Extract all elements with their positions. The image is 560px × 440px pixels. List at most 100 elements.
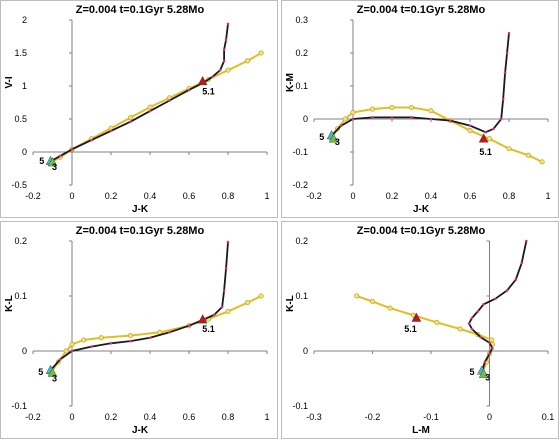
marker-green <box>47 367 58 377</box>
series-point-black <box>468 124 472 127</box>
series-point-yellow <box>526 152 532 158</box>
series-point-black <box>507 31 511 35</box>
series-point-yellow <box>350 109 356 115</box>
series-point-black <box>484 130 487 134</box>
series-point-black <box>109 129 113 133</box>
y-tick-label: 0.1 <box>295 81 308 91</box>
series-point-black <box>488 341 491 345</box>
series-point-yellow <box>98 335 104 341</box>
x-tick-label: 0 <box>69 191 74 201</box>
annotation-label: 5.1 <box>404 324 417 334</box>
x-tick-label: 0.6 <box>464 191 477 201</box>
y-tick-label: 0 <box>22 147 27 157</box>
y-axis-title: V-I <box>4 76 15 88</box>
series-point-yellow <box>245 58 251 64</box>
series-point-black <box>525 239 528 243</box>
series-point-black <box>222 289 226 292</box>
y-tick-label: 0.2 <box>14 236 27 246</box>
series-line-black <box>50 23 229 163</box>
series-line-yellow <box>356 295 494 374</box>
x-tick-label: -0.2 <box>25 412 41 422</box>
series-point-yellow <box>389 104 395 110</box>
series-point-yellow <box>258 50 264 56</box>
y-tick-label: 0 <box>303 346 308 356</box>
series-point-yellow <box>128 115 134 121</box>
x-tick-label: 1 <box>264 412 269 422</box>
series-point-yellow <box>63 348 69 354</box>
series-point-black <box>59 154 62 158</box>
series-point-black <box>492 127 495 131</box>
series-point-yellow <box>489 337 495 343</box>
series-line-black <box>468 240 528 371</box>
y-tick-label: 0.1 <box>295 291 308 301</box>
series-point-yellow <box>467 128 473 134</box>
x-tick-label: 0.6 <box>183 412 196 422</box>
series-point-black <box>148 336 152 340</box>
x-tick-label: 0 <box>487 412 492 422</box>
series-point-black <box>168 99 171 102</box>
y-axis-title: K-L <box>4 295 15 312</box>
series-point-yellow <box>487 136 493 142</box>
series-point-black <box>505 289 509 292</box>
y-tick-label: 1.5 <box>14 48 27 58</box>
series-point-black <box>211 75 214 79</box>
series-point-yellow <box>147 104 153 110</box>
series-point-black <box>129 339 132 343</box>
series-point-black <box>148 109 152 113</box>
chart-title: Z=0.004 t=0.1Gyr 5.28Mo <box>76 4 205 16</box>
series-point-black <box>70 148 74 151</box>
chart-panel-vi-jk: Z=0.004 t=0.1Gyr 5.28Mo -0.2 0 0.2 0.4 0.6 0.8… <box>0 0 278 218</box>
series-point-black <box>222 59 226 63</box>
series-point-yellow <box>387 305 393 311</box>
chart-vi-jk: Z=0.004 t=0.1Gyr 5.28Mo -0.2 0 0.2 0.4 0.6 0.8… <box>4 4 270 215</box>
series-point-black <box>494 297 497 301</box>
y-tick-label: 0.3 <box>295 15 308 25</box>
chart-title: Z=0.004 t=0.1Gyr 5.28Mo <box>76 225 205 237</box>
x-tick-label: -0.2 <box>365 412 381 422</box>
x-axis-title: J-K <box>413 204 430 215</box>
x-tick-label: -0.2 <box>306 191 322 201</box>
annotation-label: 3 <box>52 162 57 172</box>
annotation-label: 5 <box>469 367 474 377</box>
series-point-black <box>109 342 113 345</box>
x-tick-label: -0.2 <box>25 191 41 201</box>
x-tick-label: -0.3 <box>306 412 322 422</box>
marker-red <box>197 75 208 86</box>
x-tick-label: 0 <box>69 412 74 422</box>
chart-km-jk: Z=0.004 t=0.1Gyr 5.28Mo -0.2 0 0.2 0.4 0.6 0.8… <box>285 4 551 215</box>
series-point-yellow <box>128 333 134 339</box>
series-point-black <box>351 117 355 121</box>
series-point-black <box>90 345 93 348</box>
y-tick-label: 0.5 <box>14 114 27 124</box>
series-point-black <box>213 313 216 316</box>
y-tick-label: 0.1 <box>14 291 27 301</box>
series-point-yellow <box>428 108 434 114</box>
marker-red <box>411 312 422 322</box>
series-point-black <box>488 352 491 356</box>
series-point-yellow <box>258 293 264 299</box>
y-tick-label: -0.1 <box>292 401 308 411</box>
series-point-black <box>220 305 224 309</box>
series-point-black <box>218 68 222 72</box>
series-point-black <box>482 302 485 306</box>
series-point-black <box>505 51 509 55</box>
series-line-yellow <box>49 295 262 374</box>
y-tick-label: -0.5 <box>11 180 27 190</box>
x-tick-label: 0.8 <box>222 191 235 201</box>
series-point-black <box>503 71 507 75</box>
series-point-black <box>520 261 523 265</box>
y-tick-label: 0.2 <box>295 48 308 58</box>
chart-kl-lm: Z=0.004 t=0.1Gyr 5.28Mo -0.3 -0.2 -0.1 0 0.1 -… <box>285 225 554 436</box>
series-point-black <box>129 120 132 123</box>
x-tick-label: 0.2 <box>105 191 118 201</box>
annotation-label: 5 <box>38 367 43 377</box>
series-point-black <box>470 316 474 320</box>
marker-green <box>47 157 58 167</box>
annotation-label: 5 <box>319 132 324 142</box>
chart-panel-km-jk: Z=0.004 t=0.1Gyr 5.28Mo -0.2 0 0.2 0.4 0.6 0.8… <box>281 0 559 218</box>
marker-red <box>478 133 489 143</box>
series-point-black <box>479 335 483 339</box>
series-point-black <box>501 97 505 101</box>
chart-title: Z=0.004 t=0.1Gyr 5.28Mo <box>357 225 486 237</box>
